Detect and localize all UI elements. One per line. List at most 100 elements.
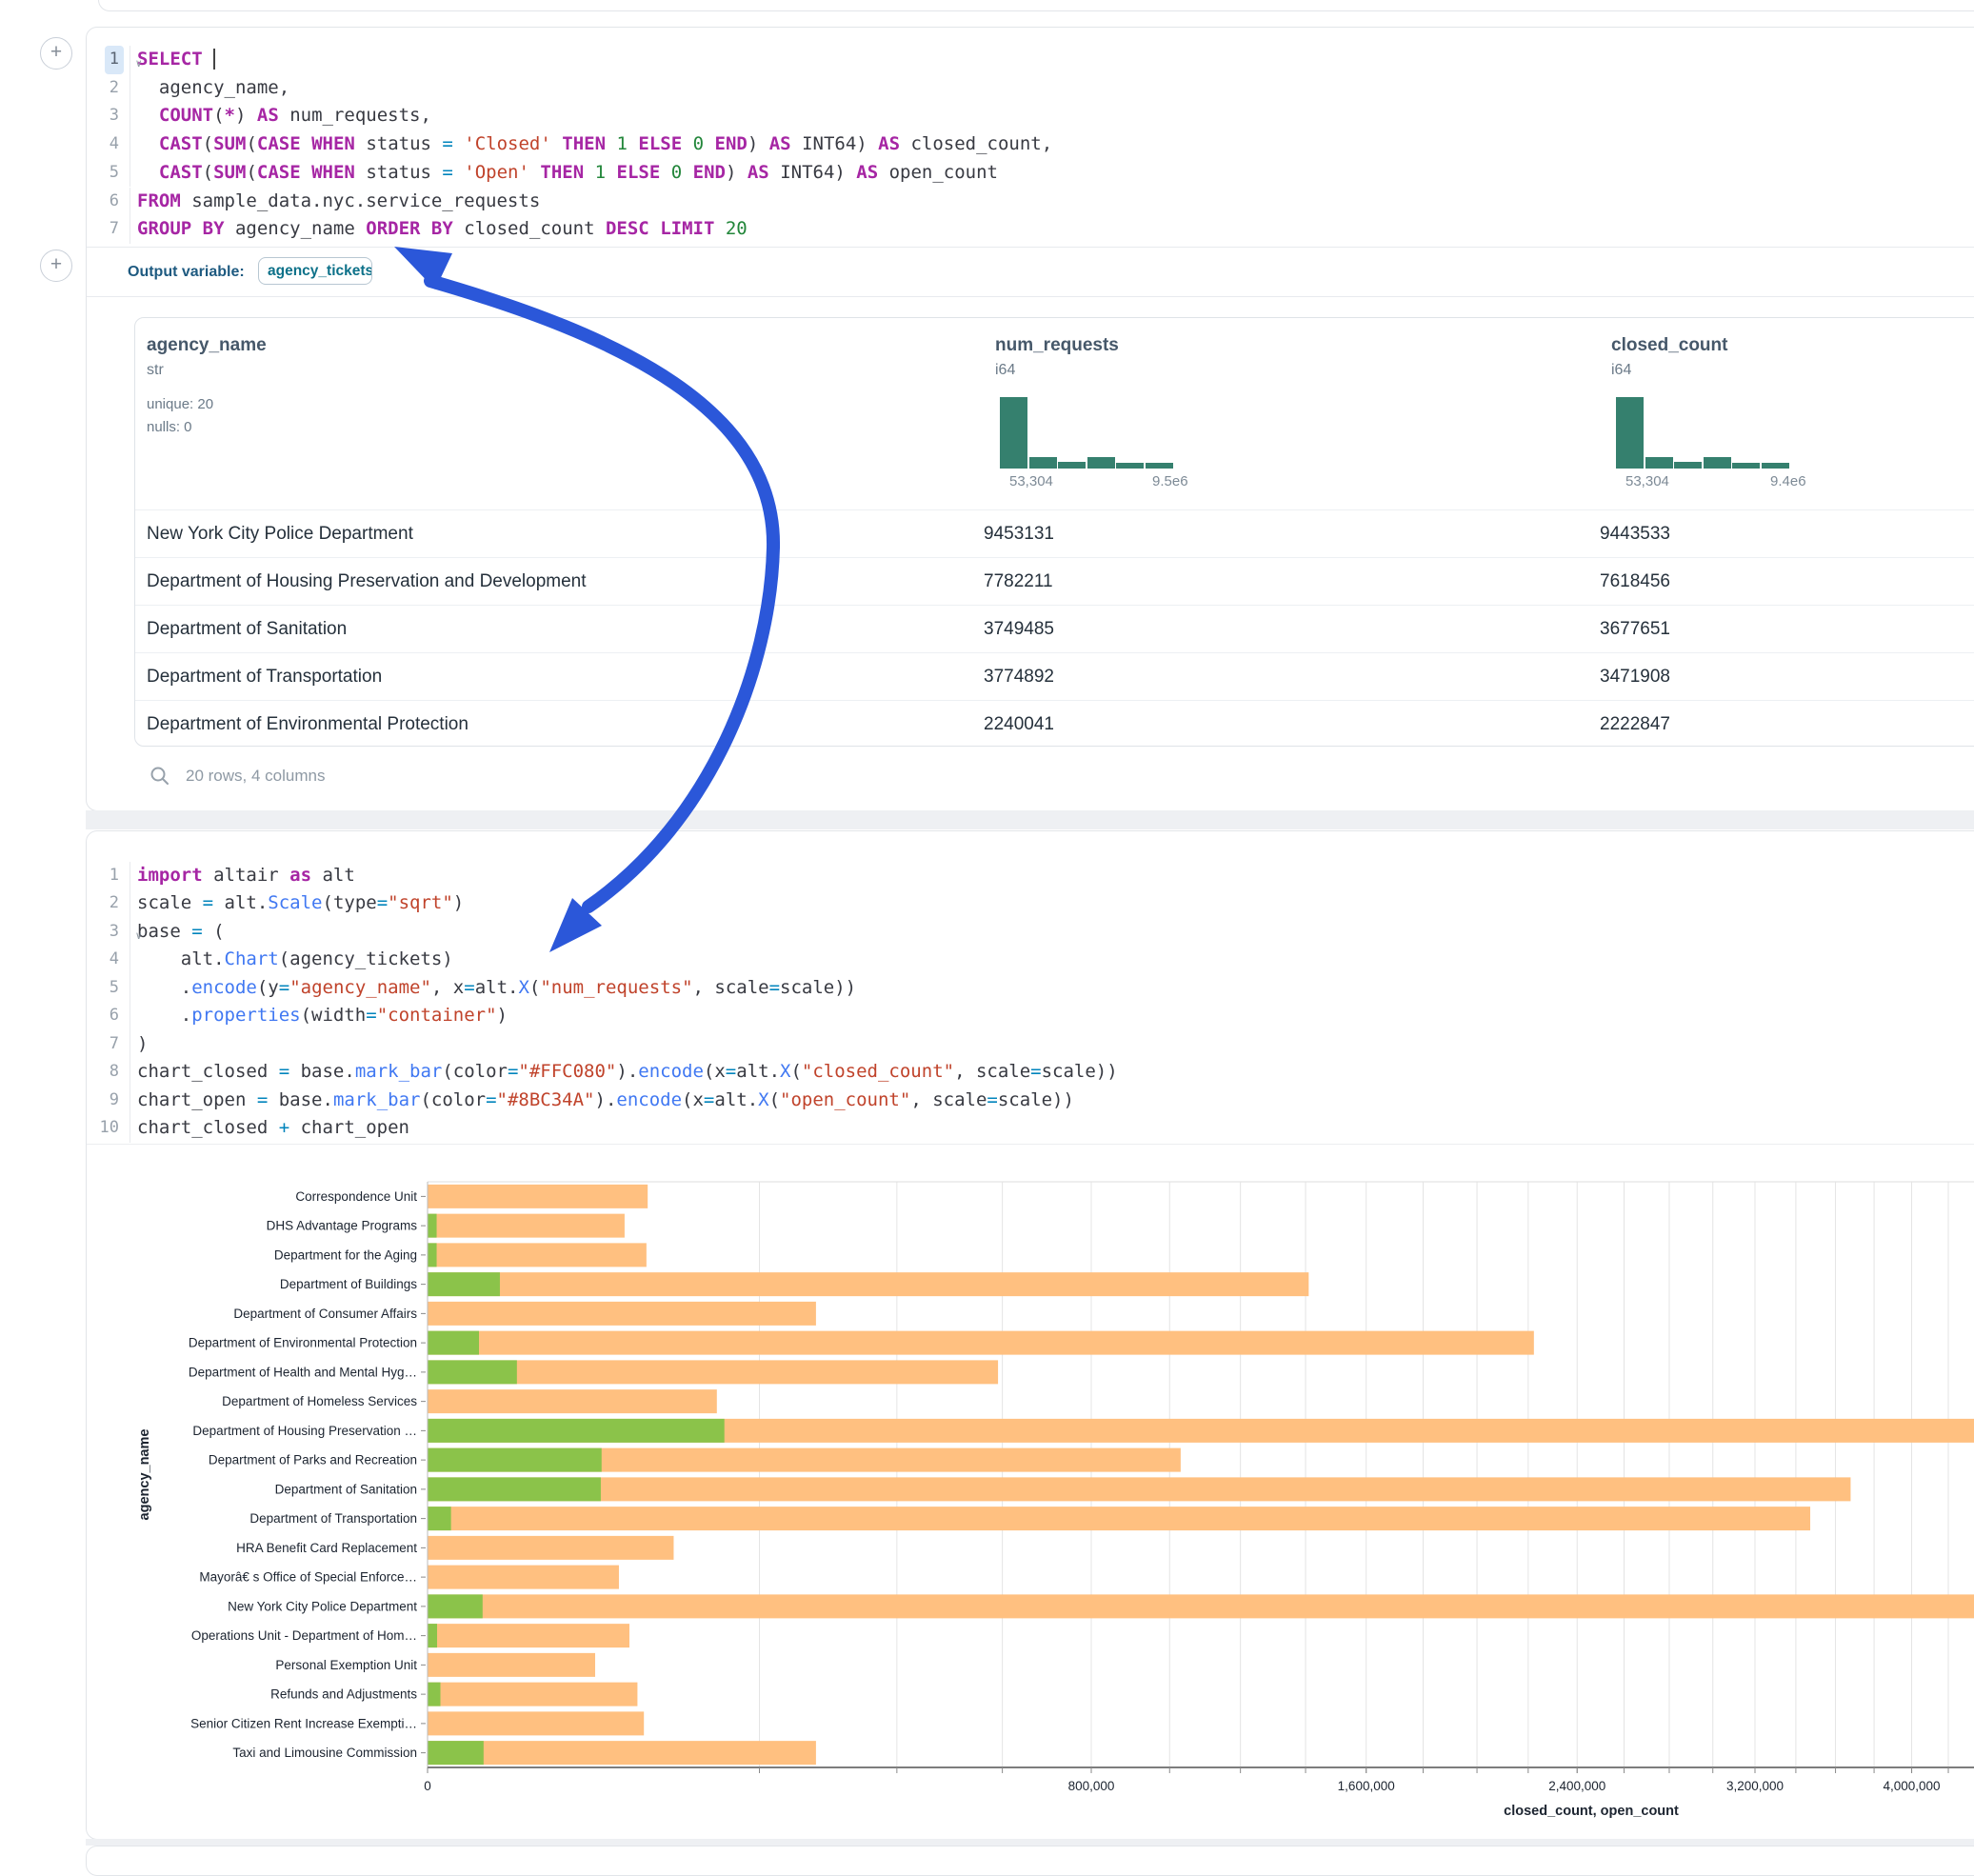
line-number: 10 <box>87 1114 130 1143</box>
table-cell: Department of Sanitation <box>135 619 984 640</box>
y-axis-label: Department of Health and Mental Hyg… <box>189 1365 417 1379</box>
closed-count-bar <box>428 1477 1850 1501</box>
cell-gap <box>86 810 1974 829</box>
open-count-bar <box>428 1214 437 1238</box>
histogram-bin <box>1762 463 1789 469</box>
closed-count-bar <box>428 1185 648 1208</box>
y-axis-label: DHS Advantage Programs <box>267 1219 418 1233</box>
open-count-bar <box>428 1507 451 1530</box>
column-stat-unique: unique: 20 <box>147 396 213 412</box>
add-cell-button-top[interactable]: + <box>40 37 72 70</box>
line-number: 7 <box>87 215 130 244</box>
column-header-num-requests[interactable]: num_requests <box>995 335 1119 356</box>
y-axis-label: Correspondence Unit <box>295 1189 417 1204</box>
python-cell: 1import altair as alt2scale = alt.Scale(… <box>86 830 1974 1840</box>
open-count-bar <box>428 1272 500 1296</box>
code-line[interactable]: 1∨SELECT <box>87 46 1974 74</box>
y-axis-label: Refunds and Adjustments <box>270 1687 417 1702</box>
code-line[interactable]: 4 alt.Chart(agency_tickets) <box>87 946 1974 974</box>
y-axis-label: Personal Exemption Unit <box>275 1658 417 1672</box>
histogram-bin <box>1704 457 1731 469</box>
histogram-bin <box>1087 457 1115 469</box>
line-number: 3 <box>87 102 130 130</box>
closed-count-bar <box>428 1331 1534 1355</box>
line-number: 6 <box>87 188 130 216</box>
code-line[interactable]: 9chart_open = base.mark_bar(color="#8BC3… <box>87 1087 1974 1115</box>
text-cursor <box>213 49 215 70</box>
closed-count-bar <box>428 1594 1974 1618</box>
histogram-bin <box>1645 457 1673 469</box>
column-type: str <box>147 362 164 379</box>
python-code-lines[interactable]: 1import altair as alt2scale = alt.Scale(… <box>87 831 1974 1142</box>
table-row[interactable]: Department of Sanitation37494853677651 <box>135 605 1974 653</box>
closed-count-bar <box>428 1272 1308 1296</box>
closed-count-bar <box>428 1624 629 1647</box>
code-line[interactable]: 7) <box>87 1030 1974 1059</box>
column-type: i64 <box>995 362 1015 379</box>
histogram-min-label: 53,304 <box>1625 473 1669 489</box>
y-axis-label: Department of Consumer Affairs <box>233 1307 417 1321</box>
y-axis-label: Department of Sanitation <box>275 1482 417 1496</box>
table-cell: Department of Transportation <box>135 667 984 688</box>
table-cell: 3677651 <box>1600 619 1974 640</box>
code-line[interactable]: 4 CAST(SUM(CASE WHEN status = 'Closed' T… <box>87 130 1974 159</box>
code-line[interactable]: 1import altair as alt <box>87 862 1974 890</box>
y-axis-label: Department of Homeless Services <box>222 1394 417 1408</box>
histogram-bin <box>1058 462 1086 469</box>
x-axis-tick-label: 1,600,000 <box>1338 1779 1395 1793</box>
closed-count-bar <box>428 1507 1810 1530</box>
open-count-bar <box>428 1448 602 1472</box>
add-cell-button-middle[interactable]: + <box>40 249 72 282</box>
code-line[interactable]: 6FROM sample_data.nyc.service_requests <box>87 188 1974 216</box>
column-header-closed-count[interactable]: closed_count <box>1611 335 1727 356</box>
code-line[interactable]: 3∨base = ( <box>87 918 1974 947</box>
search-icon[interactable] <box>150 766 170 787</box>
code-line[interactable]: 6 .properties(width="container") <box>87 1002 1974 1030</box>
notebook-canvas: { "ui": { "add_cell_button": "+", "outpu… <box>0 0 1974 1851</box>
code-line[interactable]: 10chart_closed + chart_open <box>87 1114 1974 1143</box>
line-number: 8 <box>87 1058 130 1087</box>
line-number: 3∨ <box>87 918 130 947</box>
open-count-bar <box>428 1624 437 1647</box>
open-count-bar <box>428 1243 437 1267</box>
code-line[interactable]: 5 CAST(SUM(CASE WHEN status = 'Open' THE… <box>87 159 1974 188</box>
histogram-bin <box>1674 462 1702 469</box>
next-cell-edge <box>86 1846 1974 1876</box>
x-axis-tick-label: 800,000 <box>1068 1779 1115 1793</box>
code-line[interactable]: 5 .encode(y="agency_name", x=alt.X("num_… <box>87 974 1974 1003</box>
output-variable-input[interactable]: agency_tickets <box>258 257 372 285</box>
line-number: 1∨ <box>87 46 130 74</box>
y-axis-label: Department of Environmental Protection <box>189 1336 417 1350</box>
code-line[interactable]: 2scale = alt.Scale(type="sqrt") <box>87 889 1974 918</box>
previous-cell-edge <box>98 0 1974 11</box>
closed-count-bar <box>428 1243 647 1267</box>
code-line[interactable]: 3 COUNT(*) AS num_requests, <box>87 102 1974 130</box>
histogram-bin <box>1029 457 1057 469</box>
dataframe-preview: agency_name str unique: 20 nulls: 0 num_… <box>134 317 1974 747</box>
table-row[interactable]: Department of Environmental Protection22… <box>135 700 1974 747</box>
divider <box>87 1144 1974 1145</box>
histogram-max-label: 9.5e6 <box>1152 473 1188 489</box>
y-axis-label: Senior Citizen Rent Increase Exempti… <box>190 1716 417 1730</box>
closed-count-bar <box>428 1653 595 1677</box>
y-axis-label: Department of Parks and Recreation <box>209 1453 417 1467</box>
table-cell: New York City Police Department <box>135 524 984 545</box>
code-line[interactable]: 2 agency_name, <box>87 74 1974 103</box>
divider <box>87 296 1974 297</box>
code-line[interactable]: 8chart_closed = base.mark_bar(color="#FF… <box>87 1058 1974 1087</box>
table-cell: 7782211 <box>984 571 1600 592</box>
table-cell: 9453131 <box>984 524 1600 545</box>
line-number: 4 <box>87 130 130 159</box>
code-line[interactable]: 7GROUP BY agency_name ORDER BY closed_co… <box>87 215 1974 244</box>
table-row[interactable]: Department of Transportation377489234719… <box>135 652 1974 701</box>
closed-count-bar <box>428 1389 717 1413</box>
sql-code-lines[interactable]: 1∨SELECT 2 agency_name,3 COUNT(*) AS num… <box>87 28 1974 247</box>
table-row[interactable]: New York City Police Department945313194… <box>135 509 1974 558</box>
table-row[interactable]: Department of Housing Preservation and D… <box>135 557 1974 606</box>
line-number: 4 <box>87 946 130 974</box>
table-cell: 7618456 <box>1600 571 1974 592</box>
y-axis-label: HRA Benefit Card Replacement <box>236 1541 417 1555</box>
y-axis-label: Mayorâ€ s Office of Special Enforce… <box>199 1570 417 1585</box>
num-requests-histogram <box>1000 392 1181 469</box>
column-header-agency-name[interactable]: agency_name <box>147 335 267 356</box>
